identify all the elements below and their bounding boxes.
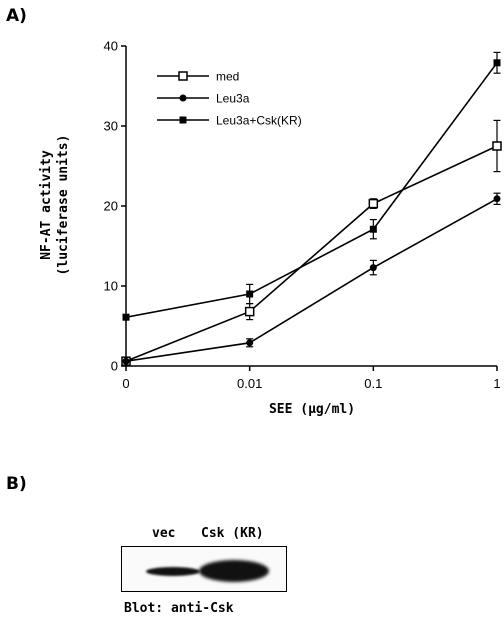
data-point [369, 225, 377, 233]
data-point [368, 198, 379, 209]
x-tick-label: 0.1 [364, 376, 382, 391]
blot-band-vec [146, 567, 200, 576]
data-point [492, 141, 502, 151]
y-tick-label: 40 [104, 39, 118, 54]
x-tick-label: 0.01 [237, 376, 262, 391]
series-line [125, 62, 498, 318]
data-point [122, 357, 130, 365]
x-tick-label: 0 [122, 376, 129, 391]
chart-series-layer [121, 51, 502, 366]
chart-axes: 0 10 20 30 40 0 0.01 0.1 1 [104, 39, 501, 392]
x-tick-label: 1 [493, 376, 500, 391]
legend-label: med [216, 70, 239, 84]
data-point [369, 264, 377, 272]
x-axis-label: SEE (µg/ml) [269, 402, 355, 417]
data-point [244, 306, 255, 317]
data-point [493, 59, 501, 67]
series-line [125, 198, 498, 362]
series-line [125, 145, 498, 362]
chart-legend: med Leu3a Leu3a+Csk(KR) [157, 70, 302, 128]
data-point [246, 339, 254, 347]
legend-marker [179, 94, 187, 102]
legend-marker [178, 71, 188, 81]
data-point [246, 290, 254, 298]
panel-a-label: A) [6, 6, 27, 26]
y-tick-label: 10 [104, 279, 118, 294]
nfat-activity-chart: 0 10 20 30 40 0 0.01 0.1 1 med Leu3a Leu3a+Csk(KR)… [39, 39, 502, 417]
y-tick-label: 0 [111, 359, 118, 374]
y-axis-label-line1: NF-AT activity [39, 150, 54, 260]
lane-label-vec: vec [152, 526, 176, 541]
data-point [122, 313, 130, 321]
blot-caption: Blot: anti-Csk [124, 601, 234, 616]
lane-label-csk-kr: Csk (KR) [201, 526, 264, 541]
y-axis-label-line2: (luciferase units) [56, 135, 71, 276]
data-point [493, 195, 501, 203]
western-blot-image [121, 546, 287, 592]
legend-label: Leu3a+Csk(KR) [216, 114, 302, 128]
blot-band-csk-kr [199, 560, 269, 582]
legend-marker [179, 116, 187, 124]
y-tick-label: 20 [104, 199, 118, 214]
y-tick-label: 30 [104, 119, 118, 134]
panel-b-label: B) [6, 474, 27, 494]
legend-label: Leu3a [216, 92, 250, 106]
